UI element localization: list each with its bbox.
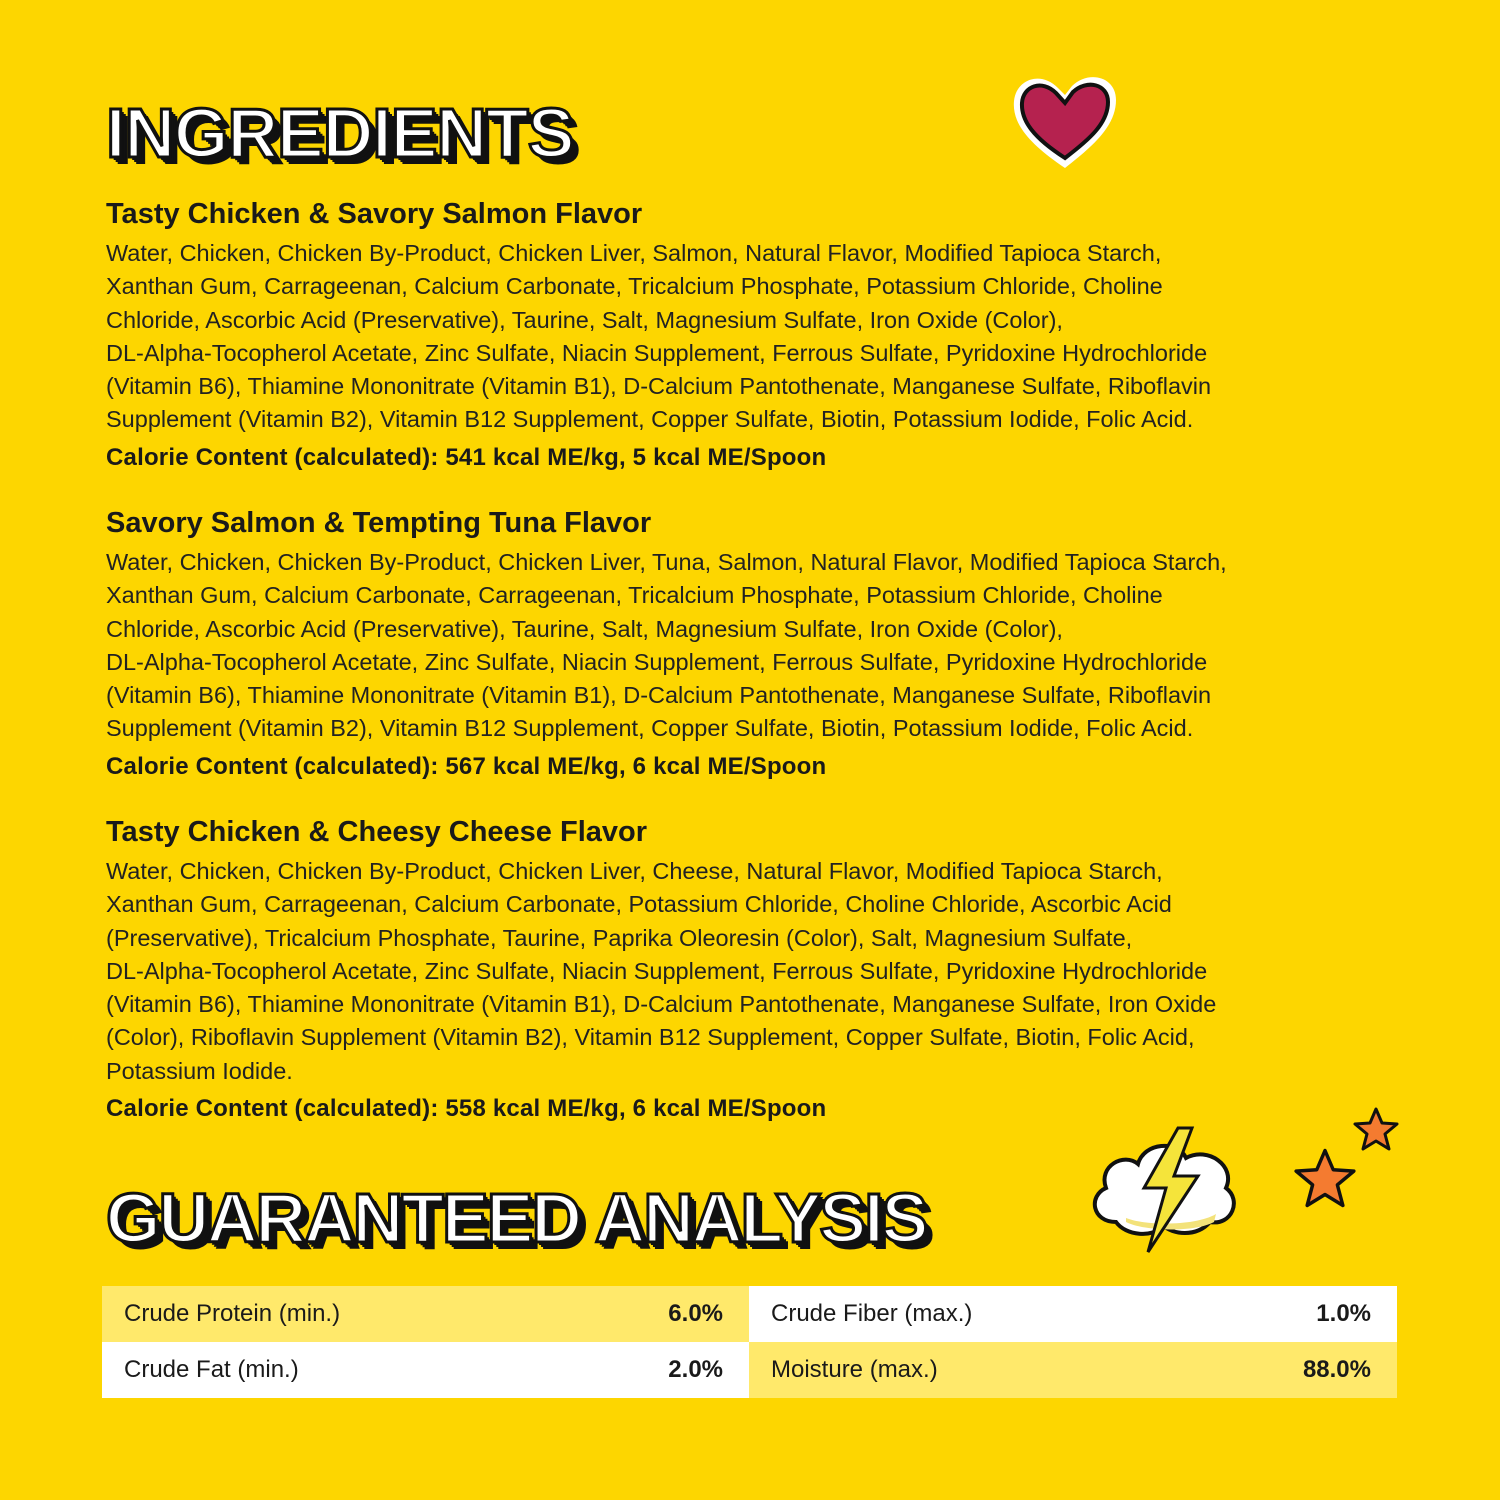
- analysis-row-crude-fiber: Crude Fiber (max.) 1.0%: [749, 1286, 1397, 1342]
- flavor-section-3: Tasty Chicken & Cheesy Cheese Flavor Wat…: [106, 815, 1426, 1124]
- calorie-content: Calorie Content (calculated): 558 kcal M…: [106, 1095, 827, 1123]
- analysis-label: Crude Fiber (max.): [771, 1300, 973, 1327]
- star-sticker-icon: [1294, 1148, 1356, 1208]
- ingredient-line: (Color), Riboflavin Supplement (Vitamin …: [106, 1024, 1195, 1051]
- ingredient-line: (Vitamin B6), Thiamine Mononitrate (Vita…: [106, 373, 1212, 400]
- ingredient-line: Supplement (Vitamin B2), Vitamin B12 Sup…: [106, 406, 1194, 433]
- ingredient-line: (Vitamin B6), Thiamine Mononitrate (Vita…: [106, 682, 1212, 709]
- calorie-content: Calorie Content (calculated): 541 kcal M…: [106, 443, 827, 471]
- analysis-label: Crude Fat (min.): [124, 1356, 299, 1383]
- ingredient-line: Supplement (Vitamin B2), Vitamin B12 Sup…: [106, 715, 1194, 742]
- analysis-label: Moisture (max.): [771, 1356, 938, 1383]
- ingredients-title: INGREDIENTS: [104, 94, 575, 172]
- lightning-cloud-sticker-icon: [1092, 1126, 1236, 1253]
- analysis-label: Crude Protein (min.): [124, 1300, 341, 1327]
- ingredient-line: Xanthan Gum, Carrageenan, Calcium Carbon…: [106, 273, 1163, 300]
- flavor-section-1: Tasty Chicken & Savory Salmon Flavor Wat…: [106, 197, 1426, 473]
- ingredient-line: DL-Alpha-Tocopherol Acetate, Zinc Sulfat…: [106, 648, 1208, 675]
- ingredient-line: DL-Alpha-Tocopherol Acetate, Zinc Sulfat…: [106, 339, 1208, 366]
- ingredient-line: Chloride, Ascorbic Acid (Preservative), …: [106, 615, 1063, 642]
- analysis-value: 2.0%: [668, 1356, 723, 1383]
- ingredient-line: (Vitamin B6), Thiamine Mononitrate (Vita…: [106, 991, 1217, 1018]
- star-sticker-icon: [1353, 1107, 1399, 1151]
- flavor-name: Tasty Chicken & Cheesy Cheese Flavor: [106, 816, 648, 848]
- calorie-content: Calorie Content (calculated): 567 kcal M…: [106, 752, 827, 780]
- analysis-value: 6.0%: [668, 1300, 723, 1327]
- ingredient-line: Xanthan Gum, Calcium Carbonate, Carragee…: [106, 582, 1163, 609]
- analysis-row-crude-protein: Crude Protein (min.) 6.0%: [102, 1286, 749, 1342]
- analysis-row-moisture: Moisture (max.) 88.0%: [749, 1342, 1397, 1398]
- flavor-name: Savory Salmon & Tempting Tuna Flavor: [106, 507, 652, 539]
- analysis-value: 88.0%: [1302, 1356, 1371, 1383]
- analysis-value: 1.0%: [1316, 1300, 1371, 1327]
- ingredient-line: (Preservative), Tricalcium Phosphate, Ta…: [106, 924, 1133, 951]
- ingredient-line: Potassium Iodide.: [106, 1057, 293, 1084]
- ingredient-line: DL-Alpha-Tocopherol Acetate, Zinc Sulfat…: [106, 957, 1208, 984]
- ingredient-line: Xanthan Gum, Carrageenan, Calcium Carbon…: [106, 891, 1172, 918]
- ingredient-line: Water, Chicken, Chicken By-Product, Chic…: [106, 858, 1163, 884]
- flavor-name: Tasty Chicken & Savory Salmon Flavor: [106, 198, 643, 230]
- ingredient-line: Water, Chicken, Chicken By-Product, Chic…: [106, 549, 1227, 575]
- analysis-row-crude-fat: Crude Fat (min.) 2.0%: [102, 1342, 749, 1398]
- guaranteed-analysis-table: Crude Protein (min.) 6.0% Crude Fiber (m…: [102, 1286, 1397, 1398]
- heart-sticker-icon: [1013, 77, 1116, 168]
- ingredient-line: Water, Chicken, Chicken By-Product, Chic…: [106, 240, 1162, 266]
- guaranteed-analysis-title: GUARANTEED ANALYSIS: [104, 1179, 929, 1257]
- ingredient-line: Chloride, Ascorbic Acid (Preservative), …: [106, 306, 1063, 333]
- flavor-section-2: Savory Salmon & Tempting Tuna Flavor Wat…: [106, 506, 1426, 782]
